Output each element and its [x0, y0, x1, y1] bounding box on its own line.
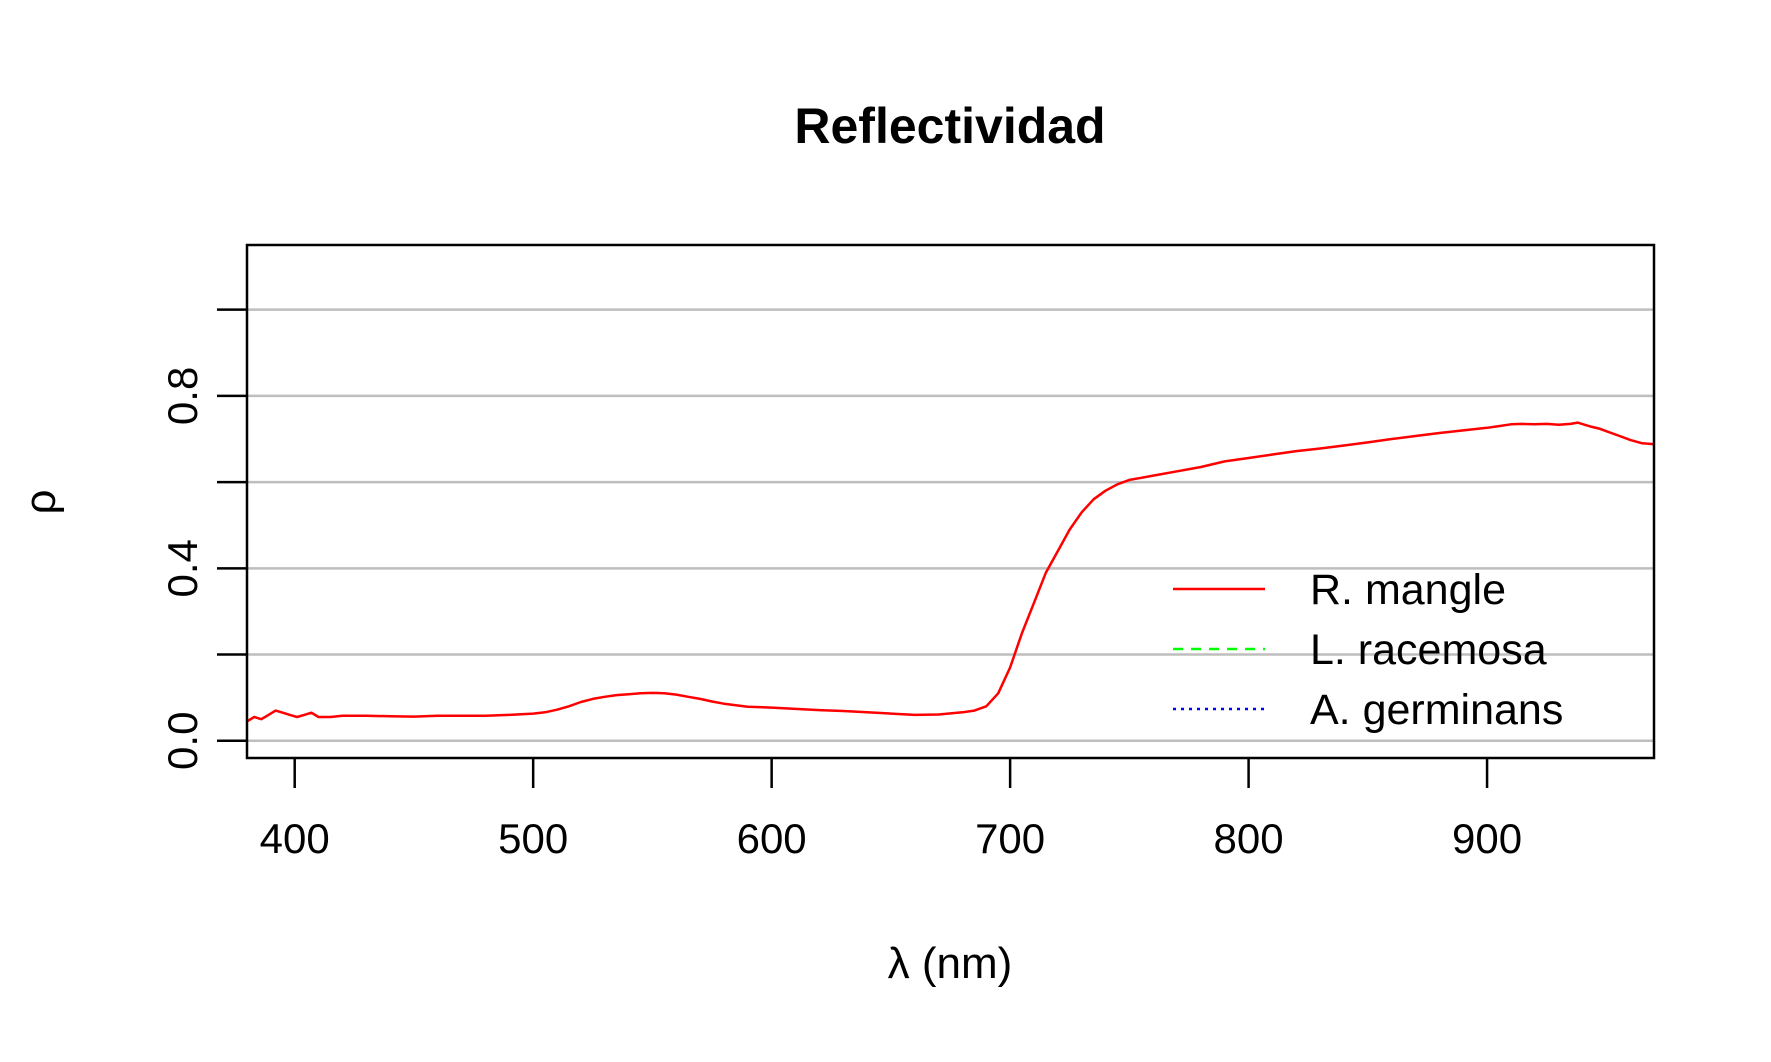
- y-axis-label: ρ: [16, 489, 65, 514]
- x-tick-label: 500: [498, 815, 568, 862]
- x-tick-label: 800: [1214, 815, 1284, 862]
- y-tick-label: 0.4: [159, 539, 206, 597]
- plot-frame: [245, 243, 1656, 760]
- legend-label: A. germinans: [1310, 686, 1563, 734]
- legend-label: R. mangle: [1310, 566, 1506, 614]
- legend-label: L. racemosa: [1310, 626, 1547, 674]
- x-tick-label: 600: [737, 815, 807, 862]
- x-tick-label: 900: [1452, 815, 1522, 862]
- y-axis: 0.0 0.4 0.8: [159, 308, 247, 770]
- legend: R. mangle L. racemosa A. germinans: [1173, 566, 1563, 734]
- y-tick-label: 0.8: [159, 367, 206, 425]
- x-axis-label: λ (nm): [888, 939, 1013, 988]
- x-tick-label: 700: [975, 815, 1045, 862]
- x-tick-label: 400: [260, 815, 330, 862]
- series-lines: [246, 421, 1655, 723]
- series-line: [246, 421, 1655, 723]
- gridlines: [247, 308, 1654, 743]
- chart-title: Reflectividad: [794, 98, 1105, 154]
- y-tick-label: 0.0: [159, 712, 206, 770]
- x-axis: 400 500 600 700 800 900: [260, 758, 1522, 862]
